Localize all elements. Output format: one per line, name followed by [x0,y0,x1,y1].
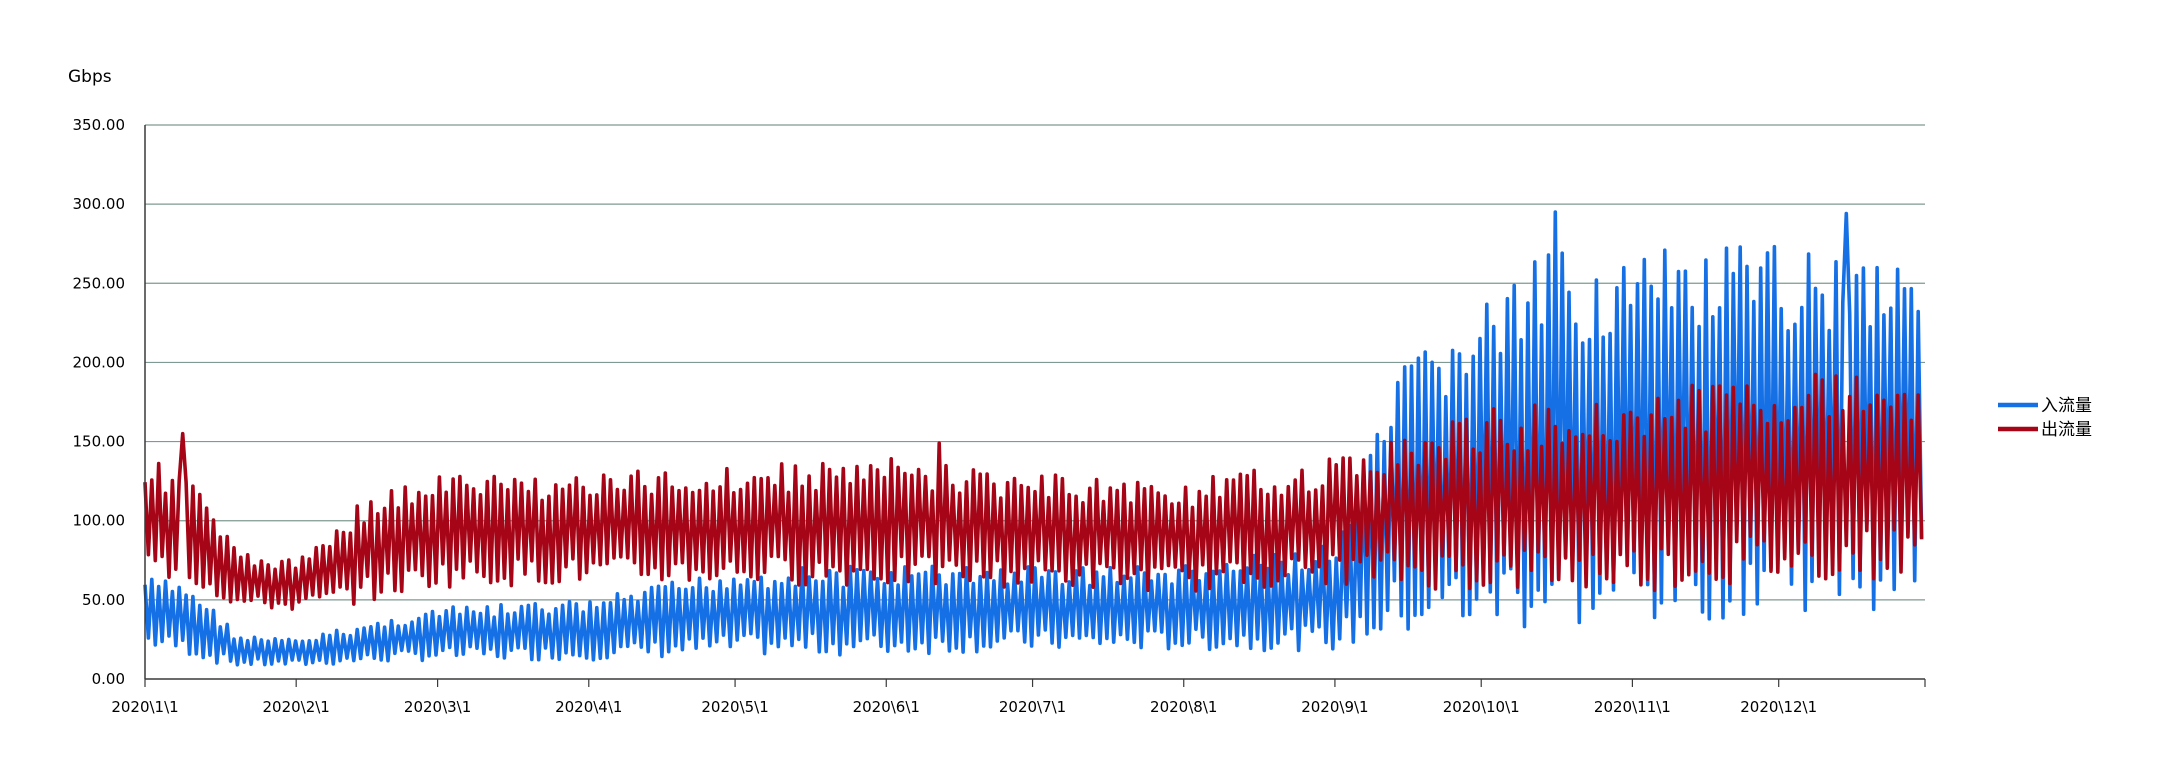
legend-label: 入流量 [2041,396,2092,416]
inflow-line [143,210,1924,667]
x-tick-label: 2020\12\1 [1740,698,1817,716]
y-tick-label: 250.00 [73,274,126,292]
x-tick-label: 2020\4\1 [555,698,622,716]
x-tick-label: 2020\7\1 [999,698,1066,716]
x-tick-label: 2020\8\1 [1150,698,1217,716]
y-axis-ticks: 0.00 50.00 100.00 150.00 200.00 250.00 300.00 3… [73,116,126,688]
y-unit-label: Gbps [68,67,112,87]
series-outflow [143,372,1924,611]
y-tick-label: 150.00 [73,433,126,451]
y-tick-label: 300.00 [73,195,126,213]
x-tick-label: 2020\2\1 [262,698,329,716]
x-tick-label: 2020\6\1 [853,698,920,716]
y-tick-label: 0.00 [92,670,125,688]
x-tick-label: 2020\3\1 [404,698,471,716]
legend-label: 出流量 [2041,420,2092,440]
x-tick-label: 2020\11\1 [1594,698,1671,716]
x-tick-label: 2020\5\1 [701,698,768,716]
x-axis-ticks: 2020\1\1 2020\2\1 2020\3\1 2020\4\1 2020\5\1… [111,679,1926,716]
y-tick-label: 50.00 [82,591,125,609]
x-tick-label: 2020\9\1 [1301,698,1368,716]
y-tick-label: 200.00 [73,353,126,371]
y-tick-label: 100.00 [73,512,126,530]
x-tick-label: 2020\10\1 [1443,698,1520,716]
series-inflow [143,210,1924,667]
y-tick-label: 350.00 [73,116,126,134]
x-tick-label: 2020\1\1 [111,698,178,716]
axes [144,125,1925,680]
outflow-line [143,372,1924,611]
